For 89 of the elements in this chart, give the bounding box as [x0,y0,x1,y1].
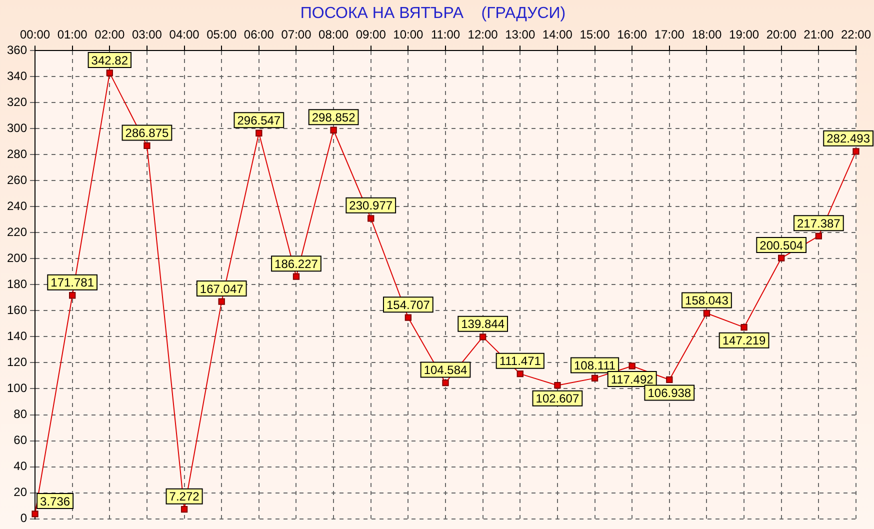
point [69,292,76,299]
point [106,70,113,76]
data-label: 139.844 [461,317,505,332]
x-tick-label: 10:00 [393,28,424,42]
y-tick-label: 220 [6,224,28,239]
point [554,382,561,389]
x-tick-label: 11:00 [430,28,460,42]
point [703,310,710,317]
point [666,376,673,384]
point [404,314,412,321]
data-label: 186.227 [274,256,318,271]
x-tick-label: 12:00 [468,28,498,42]
point [516,370,524,378]
x-tick-label: 22:00 [840,28,872,42]
y-tick-label: 260 [6,172,28,187]
y-tick-label: 80 [14,407,28,422]
data-label: 104.584 [424,363,468,378]
data-label: 200.504 [760,238,804,252]
data-label: 167.047 [200,282,244,296]
x-tick-label: 18:00 [692,28,722,42]
data-label: 342.82 [91,53,128,68]
x-tick-label: 07:00 [281,28,312,42]
y-tick-label: 200 [6,251,28,265]
data-label: 298.852 [312,110,356,124]
data-label: 7.272 [169,490,200,504]
y-tick-label: 180 [6,277,28,292]
y-tick-label: 240 [6,198,28,213]
chart-title: ПОСОКА НА ВЯТЪРА (ГРАДУСИ) [300,5,566,22]
y-tick-label: 120 [6,355,28,370]
x-tick-label: 04:00 [169,28,200,42]
x-tick-label: 03:00 [132,28,162,42]
x-tick-label: 17:00 [654,28,685,42]
data-label: 147.219 [722,334,766,348]
data-label: 102.607 [536,392,580,406]
y-tick-label: 60 [14,433,28,448]
y-tick-label: 320 [6,94,28,109]
x-tick-label: 20:00 [766,28,797,42]
x-tick-label: 14:00 [542,28,573,42]
point [144,142,150,150]
data-label: 286.875 [125,126,169,140]
x-tick-label: 06:00 [244,28,274,42]
y-tick-label: 300 [6,120,28,135]
y-tick-label: 360 [6,42,28,57]
data-label: 296.547 [237,113,281,128]
y-tick-label: 100 [6,381,28,396]
x-tick-label: 16:00 [617,28,648,42]
data-label: 106.938 [648,386,692,400]
y-tick-label: 40 [14,459,28,474]
y-tick-label: 140 [6,329,28,344]
x-tick-label: 19:00 [729,28,760,42]
x-tick-label: 01:00 [57,28,88,42]
point [32,510,38,518]
point [815,232,822,240]
x-tick-label: 00:00 [20,28,50,42]
point [180,506,188,513]
x-tick-label: 08:00 [318,28,349,42]
data-label: 3.736 [40,494,70,508]
point [740,324,748,331]
point [256,130,262,136]
point [292,273,300,280]
data-label: 111.471 [499,354,542,368]
x-tick-label: 15:00 [580,28,610,42]
y-tick-label: 280 [6,146,28,161]
x-tick-label: 21:00 [804,28,834,42]
data-label: 108.111 [574,358,616,373]
point [368,215,374,222]
x-tick-label: 13:00 [505,28,536,42]
x-tick-label: 09:00 [356,28,386,42]
x-tick-label: 02:00 [94,28,125,42]
point [852,148,860,155]
data-label: 158.043 [685,294,729,308]
data-label: 282.493 [826,132,870,146]
data-label: 217.387 [796,216,841,230]
point [591,374,598,382]
y-tick-label: 20 [14,485,28,500]
data-label: 154.707 [386,298,430,312]
point [778,254,785,262]
data-label: 117.492 [610,372,654,386]
point [442,379,449,386]
x-tick-label: 05:00 [206,28,237,42]
point [218,298,225,305]
y-tick-label: 0 [20,511,28,526]
point [479,334,486,340]
data-label: 230.977 [349,198,393,213]
point [628,362,636,370]
y-tick-label: 160 [6,303,28,318]
y-tick-label: 340 [6,68,28,83]
point [330,126,337,134]
data-label: 171.781 [50,276,94,290]
